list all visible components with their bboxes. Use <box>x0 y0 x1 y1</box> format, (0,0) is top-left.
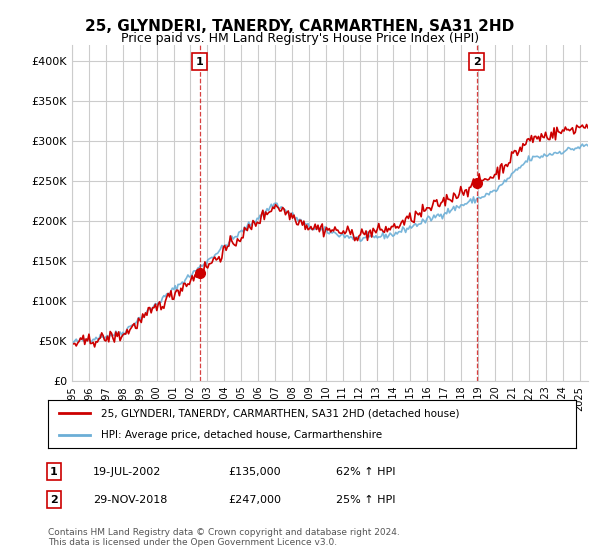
Text: 1: 1 <box>196 57 203 67</box>
Text: Price paid vs. HM Land Registry's House Price Index (HPI): Price paid vs. HM Land Registry's House … <box>121 32 479 45</box>
Text: 29-NOV-2018: 29-NOV-2018 <box>93 494 167 505</box>
Text: 25, GLYNDERI, TANERDY, CARMARTHEN, SA31 2HD: 25, GLYNDERI, TANERDY, CARMARTHEN, SA31 … <box>85 19 515 34</box>
Text: 2: 2 <box>473 57 481 67</box>
Text: 1: 1 <box>50 466 58 477</box>
Text: 25, GLYNDERI, TANERDY, CARMARTHEN, SA31 2HD (detached house): 25, GLYNDERI, TANERDY, CARMARTHEN, SA31 … <box>101 408 460 418</box>
Text: £247,000: £247,000 <box>228 494 281 505</box>
Text: £135,000: £135,000 <box>228 466 281 477</box>
Text: HPI: Average price, detached house, Carmarthenshire: HPI: Average price, detached house, Carm… <box>101 430 382 440</box>
Text: 62% ↑ HPI: 62% ↑ HPI <box>336 466 395 477</box>
Text: 2: 2 <box>50 494 58 505</box>
Text: Contains HM Land Registry data © Crown copyright and database right 2024.
This d: Contains HM Land Registry data © Crown c… <box>48 528 400 547</box>
Text: 25% ↑ HPI: 25% ↑ HPI <box>336 494 395 505</box>
Text: 19-JUL-2002: 19-JUL-2002 <box>93 466 161 477</box>
